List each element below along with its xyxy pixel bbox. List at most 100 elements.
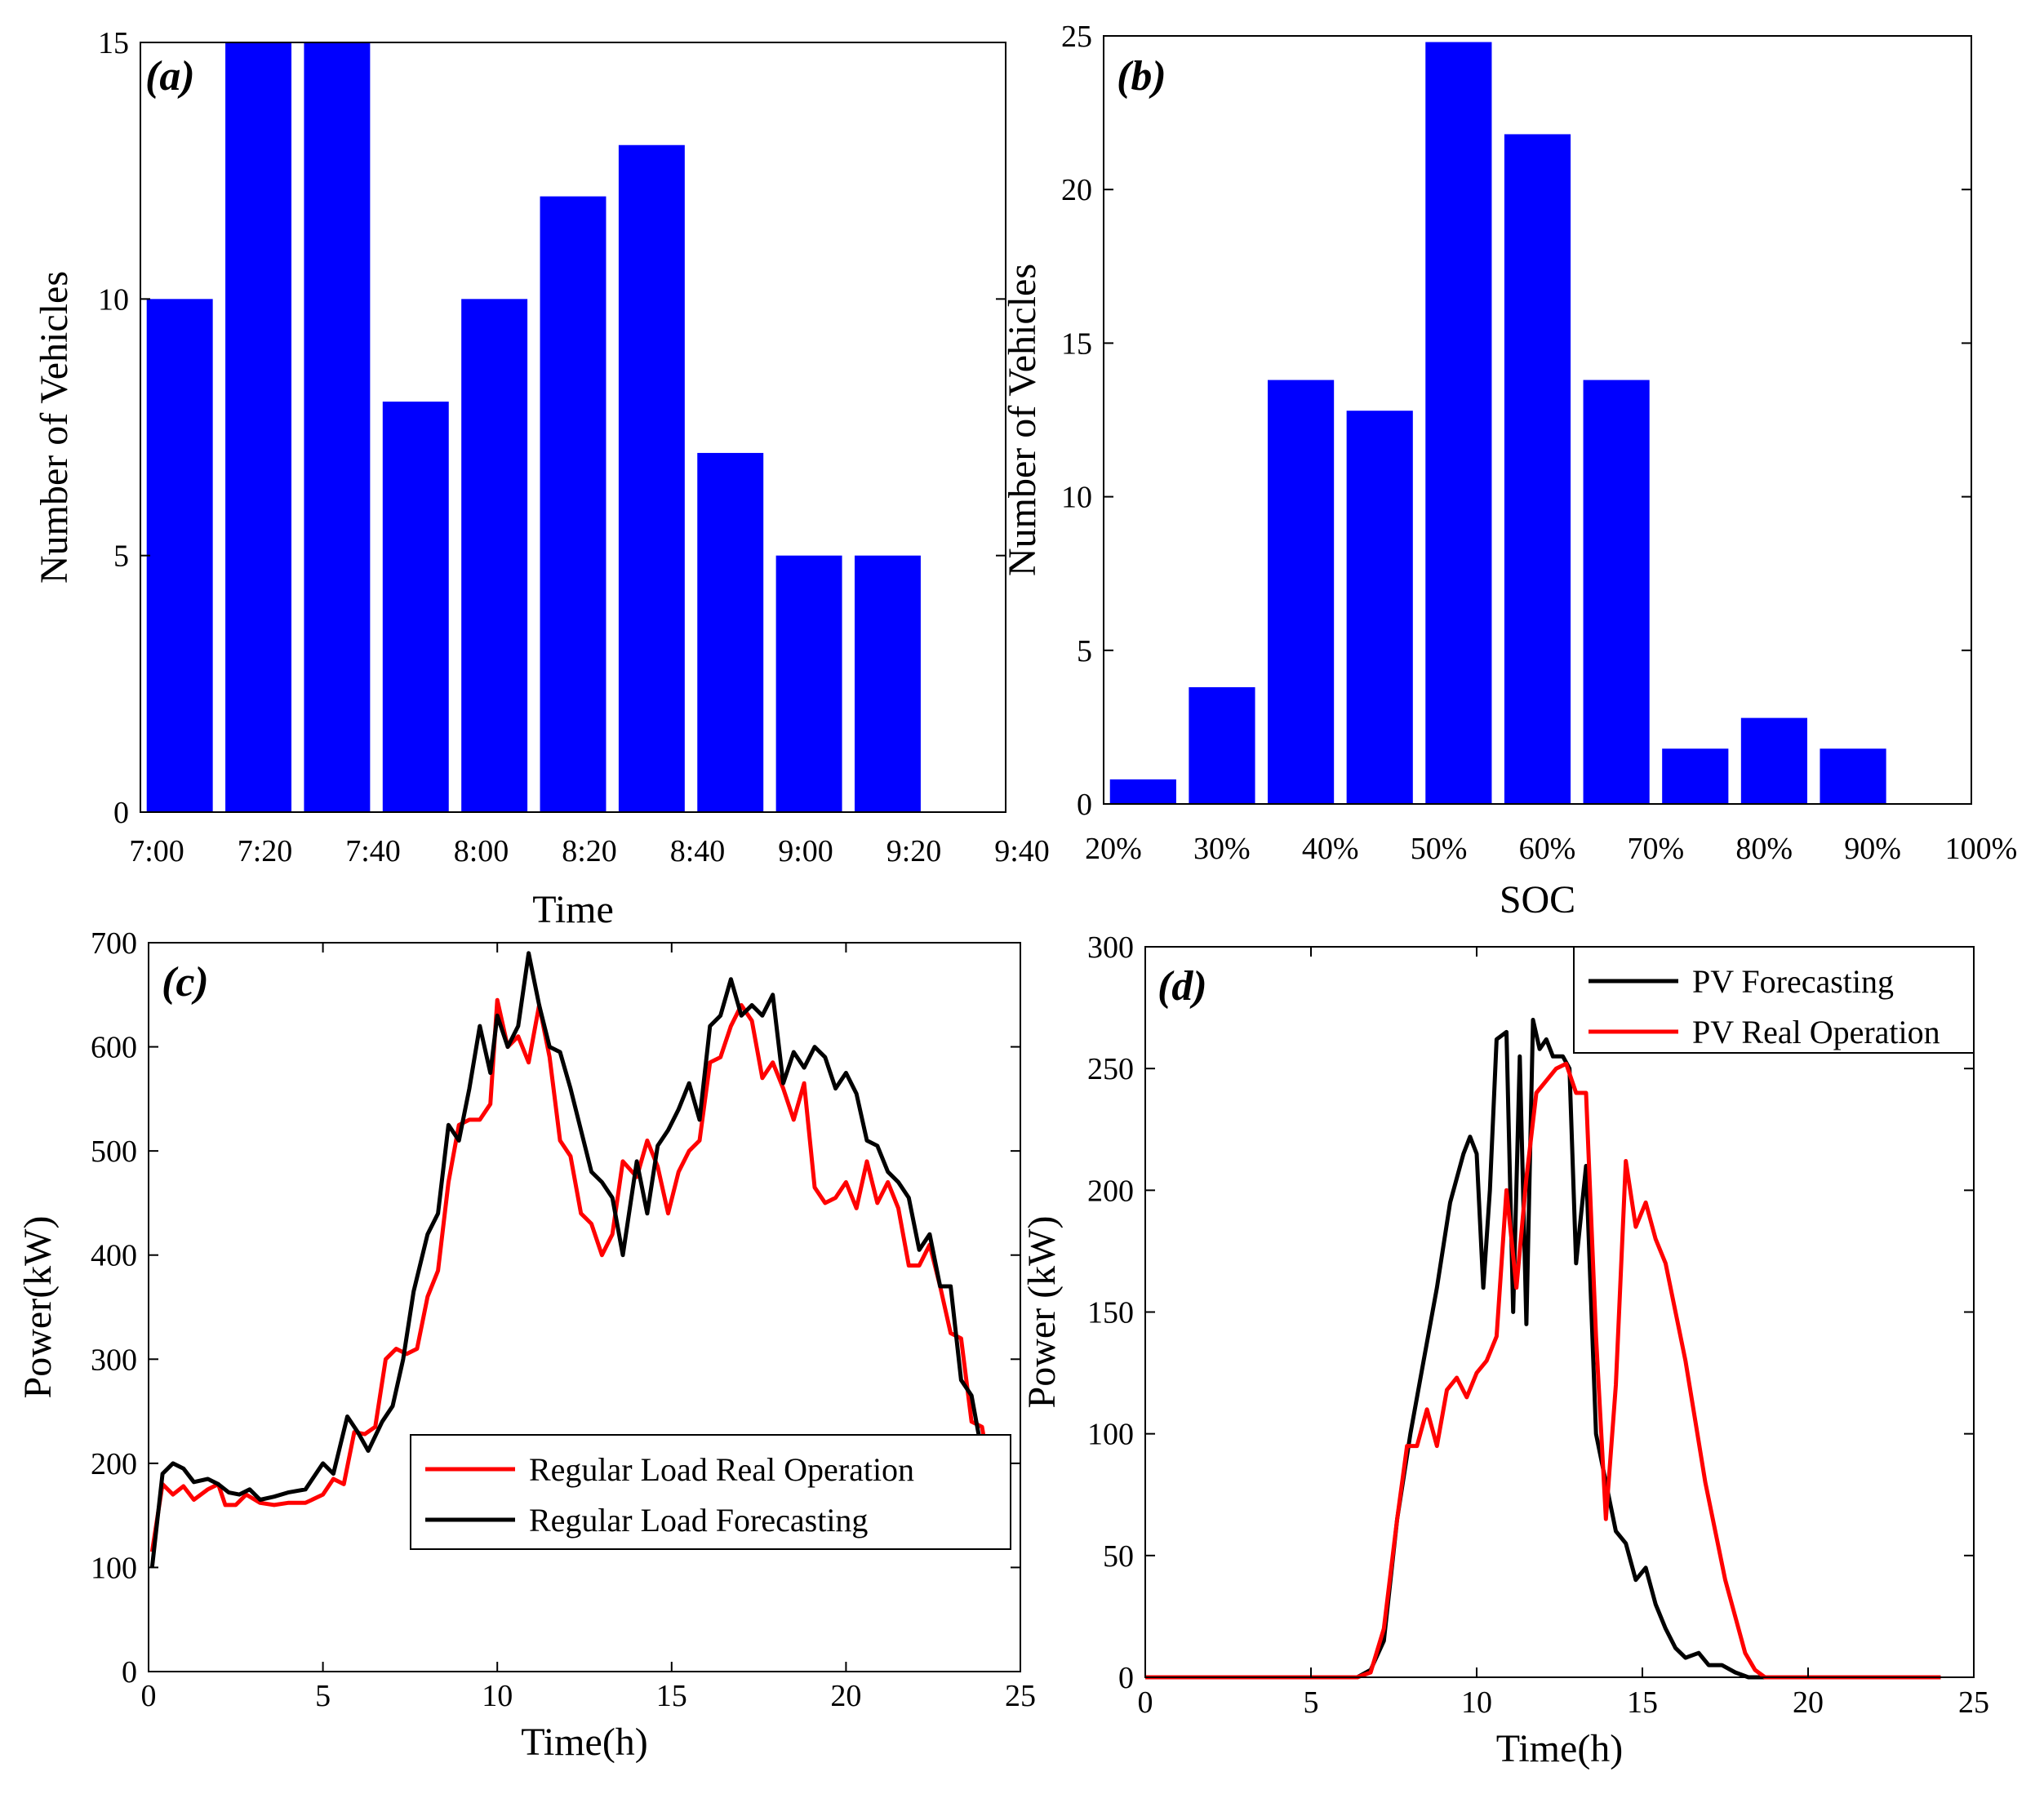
- panel-d-pv-chart: 0 50 100 150 200 250 300 0 5 10 15 20 25 PV Forecas…: [1020, 930, 1989, 1770]
- x-tick-label: 20: [830, 1679, 861, 1713]
- y-tick-label: 400: [91, 1239, 137, 1273]
- x-tick-label: 7:20: [238, 834, 293, 868]
- panel-d-y-axis-label: Power (kW): [1020, 1216, 1064, 1409]
- panel-d-y-ticks: 0 50 100 150 200 250 300: [1087, 930, 1974, 1695]
- x-tick-label: 9:20: [886, 834, 942, 868]
- panel-a-y-axis-label: Number of Vehicles: [33, 271, 76, 584]
- panel-a-x-ticks: 7:00 7:20 7:40 8:00 8:20 8:40 9:00 9:20 9:40: [129, 834, 1050, 868]
- bar: [225, 42, 292, 812]
- x-tick-label: 60%: [1519, 832, 1576, 866]
- x-tick-label: 100%: [1945, 832, 2018, 866]
- bar: [1189, 686, 1255, 804]
- panel-d-tag: (d): [1158, 963, 1207, 1010]
- panel-c-plot-frame: [148, 942, 1021, 1672]
- panel-b-x-ticks: 20% 30% 40% 50% 60% 70% 80% 90% 100%: [1085, 832, 2017, 866]
- y-tick-label: 15: [98, 26, 129, 60]
- bar: [618, 144, 685, 812]
- panel-a-bars: [146, 42, 921, 813]
- x-tick-label: 25: [1005, 1679, 1036, 1713]
- x-tick-label: 80%: [1735, 832, 1793, 866]
- bar: [1740, 717, 1807, 804]
- series-line: [1145, 1061, 1941, 1680]
- panel-b-tag: (b): [1117, 53, 1166, 100]
- x-tick-label: 40%: [1302, 832, 1359, 866]
- panel-b-bars: [1109, 42, 1886, 804]
- panel-c-legend: Regular Load Real Operation Regular Load …: [410, 1434, 1011, 1550]
- panel-d-series-lines: [1145, 1018, 1941, 1680]
- y-tick-label: 50: [1103, 1539, 1134, 1574]
- panel-d-x-axis-label: Time(h): [1496, 1727, 1624, 1770]
- panel-a-x-axis-label: Time: [532, 888, 614, 931]
- x-tick-label: 9:40: [994, 834, 1050, 868]
- x-tick-label: 0: [141, 1679, 157, 1713]
- panel-c-tag: (c): [162, 959, 209, 1006]
- panel-b-y-ticks: 0 5 10 15 20 25: [1061, 20, 1971, 822]
- y-tick-label: 25: [1061, 20, 1092, 54]
- bar: [697, 452, 764, 812]
- y-tick-label: 300: [91, 1343, 137, 1377]
- legend-label: PV Real Operation: [1692, 1014, 1940, 1050]
- y-tick-label: 500: [91, 1135, 137, 1169]
- x-tick-label: 25: [1958, 1685, 1989, 1720]
- y-tick-label: 150: [1087, 1296, 1134, 1330]
- panel-c-y-ticks: 0 100 200 300 400 500 600 700: [91, 926, 1020, 1690]
- panel-b-x-axis-label: SOC: [1500, 878, 1575, 921]
- y-tick-label: 0: [122, 1655, 137, 1690]
- x-tick-label: 0: [1138, 1685, 1153, 1720]
- x-tick-label: 10: [1461, 1685, 1492, 1720]
- x-tick-label: 8:00: [454, 834, 509, 868]
- y-tick-label: 200: [1087, 1174, 1134, 1208]
- x-tick-label: 5: [1304, 1685, 1319, 1720]
- bar: [1268, 380, 1335, 804]
- x-tick-label: 15: [656, 1679, 687, 1713]
- y-tick-label: 10: [98, 282, 129, 317]
- y-tick-label: 0: [1118, 1661, 1134, 1695]
- legend-label: Regular Load Forecasting: [529, 1502, 868, 1539]
- x-tick-label: 50%: [1411, 832, 1468, 866]
- panel-a-tag: (a): [145, 53, 195, 100]
- bar: [1583, 380, 1650, 804]
- y-tick-label: 700: [91, 926, 137, 961]
- series-line: [149, 951, 992, 1568]
- bar: [775, 555, 842, 812]
- bar: [1425, 42, 1492, 804]
- x-tick-label: 15: [1627, 1685, 1658, 1720]
- legend-label: PV Forecasting: [1692, 963, 1894, 1000]
- x-tick-label: 8:40: [670, 834, 726, 868]
- panel-a-plot-frame: [140, 42, 1006, 813]
- y-tick-label: 250: [1087, 1052, 1134, 1086]
- x-tick-label: 20%: [1085, 832, 1142, 866]
- y-tick-label: 15: [1061, 326, 1092, 361]
- panel-c-x-ticks: 0 5 10 15 20 25: [141, 943, 1036, 1713]
- x-tick-label: 30%: [1193, 832, 1251, 866]
- bar: [1662, 748, 1729, 804]
- y-tick-label: 20: [1061, 173, 1092, 207]
- series-line: [149, 997, 992, 1552]
- x-tick-label: 10: [482, 1679, 513, 1713]
- legend-box: [1573, 946, 1975, 1054]
- bar: [1504, 134, 1571, 804]
- x-tick-label: 90%: [1844, 832, 1901, 866]
- bar: [1346, 411, 1413, 804]
- y-tick-label: 0: [1077, 788, 1092, 822]
- bar: [461, 299, 528, 812]
- panel-b-plot-frame: [1103, 35, 1972, 805]
- bar: [304, 42, 371, 812]
- x-tick-label: 5: [315, 1679, 331, 1713]
- y-tick-label: 300: [1087, 930, 1134, 965]
- panel-c-regular-load-chart: 0 100 200 300 400 500 600 700 0 5 10 15 20 25 Regula…: [16, 926, 1036, 1764]
- x-tick-label: 8:20: [562, 834, 617, 868]
- bar: [1820, 748, 1886, 804]
- series-line: [1145, 1018, 1941, 1680]
- x-tick-label: 7:00: [129, 834, 184, 868]
- y-tick-label: 10: [1061, 481, 1092, 515]
- x-tick-label: 70%: [1628, 832, 1685, 866]
- x-tick-label: 20: [1793, 1685, 1824, 1720]
- y-tick-label: 5: [113, 540, 129, 574]
- panel-c-y-axis-label: Power(kW): [16, 1216, 60, 1399]
- panel-a-arrival-time-histogram: 0 5 10 15 7:00 7:20 7:40 8:00 8:20 8:40 9:00 9:20 9…: [33, 26, 1050, 931]
- panel-b-y-axis-label: Number of Vehicles: [1001, 264, 1044, 576]
- legend-box: [410, 1434, 1011, 1550]
